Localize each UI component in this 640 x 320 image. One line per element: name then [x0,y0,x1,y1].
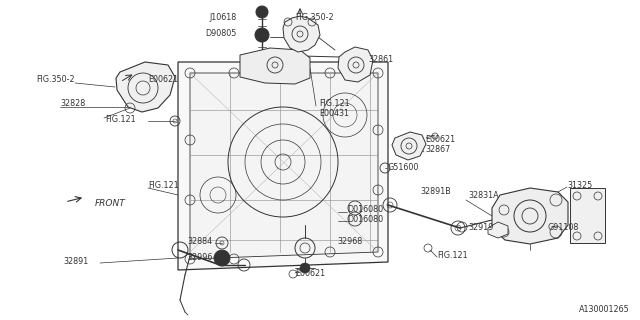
Text: A130001265: A130001265 [579,305,630,314]
Polygon shape [116,62,175,112]
Polygon shape [240,48,310,84]
Text: D016080: D016080 [347,204,383,213]
Polygon shape [178,62,388,270]
Text: E00621: E00621 [295,268,325,277]
Text: E00621: E00621 [425,135,455,145]
Text: G51600: G51600 [388,164,419,172]
Text: 32891B: 32891B [420,188,451,196]
Text: G91108: G91108 [548,223,579,233]
Text: FIG.350-2: FIG.350-2 [295,13,333,22]
Polygon shape [338,47,373,82]
Text: 31325: 31325 [567,180,592,189]
Text: D90805: D90805 [205,29,237,38]
Circle shape [256,6,268,18]
Text: 32968: 32968 [337,236,362,245]
Text: FRONT: FRONT [95,199,125,209]
Polygon shape [190,73,378,259]
Text: D016080: D016080 [347,214,383,223]
Text: FIG.350-2: FIG.350-2 [36,76,75,84]
Circle shape [300,263,310,273]
Text: 32861: 32861 [368,54,393,63]
Text: 32884: 32884 [188,236,213,245]
Circle shape [214,250,230,266]
Circle shape [255,28,269,42]
Text: 32996: 32996 [188,253,213,262]
Polygon shape [492,188,568,244]
Text: FIG.121: FIG.121 [105,116,136,124]
Text: E00621: E00621 [148,75,178,84]
Text: 32891: 32891 [63,258,88,267]
Polygon shape [283,16,320,52]
Text: 32919: 32919 [468,223,493,233]
Text: J10618: J10618 [210,13,237,22]
Polygon shape [488,222,508,238]
Text: E00431: E00431 [319,109,349,118]
Text: FIG.121: FIG.121 [319,100,349,108]
Text: 32867: 32867 [425,146,451,155]
Text: 32828: 32828 [60,100,85,108]
Polygon shape [392,132,426,160]
Bar [570,188,605,243]
Text: FIG.121: FIG.121 [148,181,179,190]
Text: FIG.121: FIG.121 [437,251,468,260]
Text: 32831A: 32831A [468,191,499,201]
